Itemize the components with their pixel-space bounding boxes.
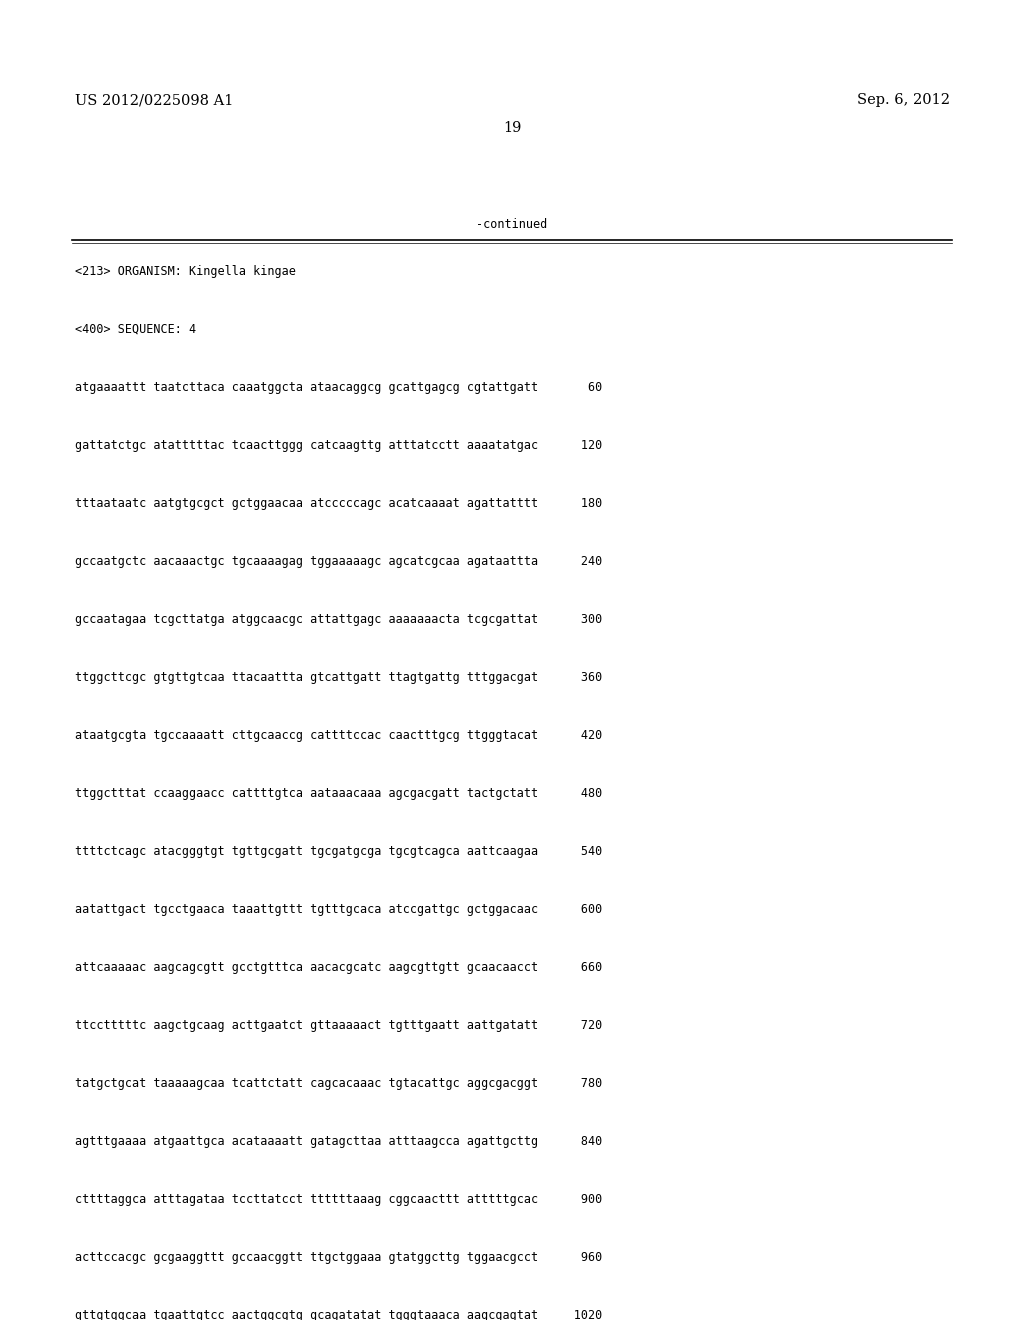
Text: ataatgcgta tgccaaaatt cttgcaaccg cattttccac caactttgcg ttgggtacat      420: ataatgcgta tgccaaaatt cttgcaaccg cattttc… (75, 729, 602, 742)
Text: Sep. 6, 2012: Sep. 6, 2012 (857, 92, 950, 107)
Text: aatattgact tgcctgaaca taaattgttt tgtttgcaca atccgattgc gctggacaac      600: aatattgact tgcctgaaca taaattgttt tgtttgc… (75, 903, 602, 916)
Text: ttcctttttc aagctgcaag acttgaatct gttaaaaact tgtttgaatt aattgatatt      720: ttcctttttc aagctgcaag acttgaatct gttaaaa… (75, 1019, 602, 1032)
Text: 19: 19 (503, 121, 521, 135)
Text: <400> SEQUENCE: 4: <400> SEQUENCE: 4 (75, 323, 197, 337)
Text: atgaaaattt taatcttaca caaatggcta ataacaggcg gcattgagcg cgtattgatt       60: atgaaaattt taatcttaca caaatggcta ataacag… (75, 381, 602, 393)
Text: -continued: -continued (476, 219, 548, 231)
Text: gccaatgctc aacaaactgc tgcaaaagag tggaaaaagc agcatcgcaa agataattta      240: gccaatgctc aacaaactgc tgcaaaagag tggaaaa… (75, 554, 602, 568)
Text: ttttctcagc atacgggtgt tgttgcgatt tgcgatgcga tgcgtcagca aattcaagaa      540: ttttctcagc atacgggtgt tgttgcgatt tgcgatg… (75, 845, 602, 858)
Text: cttttaggca atttagataa tccttatcct ttttttaaag cggcaacttt atttttgcac      900: cttttaggca atttagataa tccttatcct tttttta… (75, 1193, 602, 1206)
Text: gattatctgc atatttttac tcaacttggg catcaagttg atttatcctt aaaatatgac      120: gattatctgc atatttttac tcaacttggg catcaag… (75, 440, 602, 451)
Text: tatgctgcat taaaaagcaa tcattctatt cagcacaaac tgtacattgc aggcgacggt      780: tatgctgcat taaaaagcaa tcattctatt cagcaca… (75, 1077, 602, 1090)
Text: US 2012/0225098 A1: US 2012/0225098 A1 (75, 92, 233, 107)
Text: ttggctttat ccaaggaacc cattttgtca aataaacaaa agcgacgatt tactgctatt      480: ttggctttat ccaaggaacc cattttgtca aataaac… (75, 787, 602, 800)
Text: attcaaaaac aagcagcgtt gcctgtttca aacacgcatc aagcgttgtt gcaacaacct      660: attcaaaaac aagcagcgtt gcctgtttca aacacgc… (75, 961, 602, 974)
Text: acttccacgc gcgaaggttt gccaacggtt ttgctggaaa gtatggcttg tggaacgcct      960: acttccacgc gcgaaggttt gccaacggtt ttgctgg… (75, 1251, 602, 1265)
Text: gttgtggcaa tgaattgtcc aactggcgtg gcagatatat tgggtaaaca aagcgagtat     1020: gttgtggcaa tgaattgtcc aactggcgtg gcagata… (75, 1309, 602, 1320)
Text: gccaatagaa tcgcttatga atggcaacgc attattgagc aaaaaaacta tcgcgattat      300: gccaatagaa tcgcttatga atggcaacgc attattg… (75, 612, 602, 626)
Text: ttggcttcgc gtgttgtcaa ttacaattta gtcattgatt ttagtgattg tttggacgat      360: ttggcttcgc gtgttgtcaa ttacaattta gtcattg… (75, 671, 602, 684)
Text: tttaataatc aatgtgcgct gctggaacaa atcccccagc acatcaaaat agattatttt      180: tttaataatc aatgtgcgct gctggaacaa atccccc… (75, 498, 602, 510)
Text: agtttgaaaa atgaattgca acataaaatt gatagcttaa atttaagcca agattgcttg      840: agtttgaaaa atgaattgca acataaaatt gatagct… (75, 1135, 602, 1148)
Text: <213> ORGANISM: Kingella kingae: <213> ORGANISM: Kingella kingae (75, 265, 296, 279)
